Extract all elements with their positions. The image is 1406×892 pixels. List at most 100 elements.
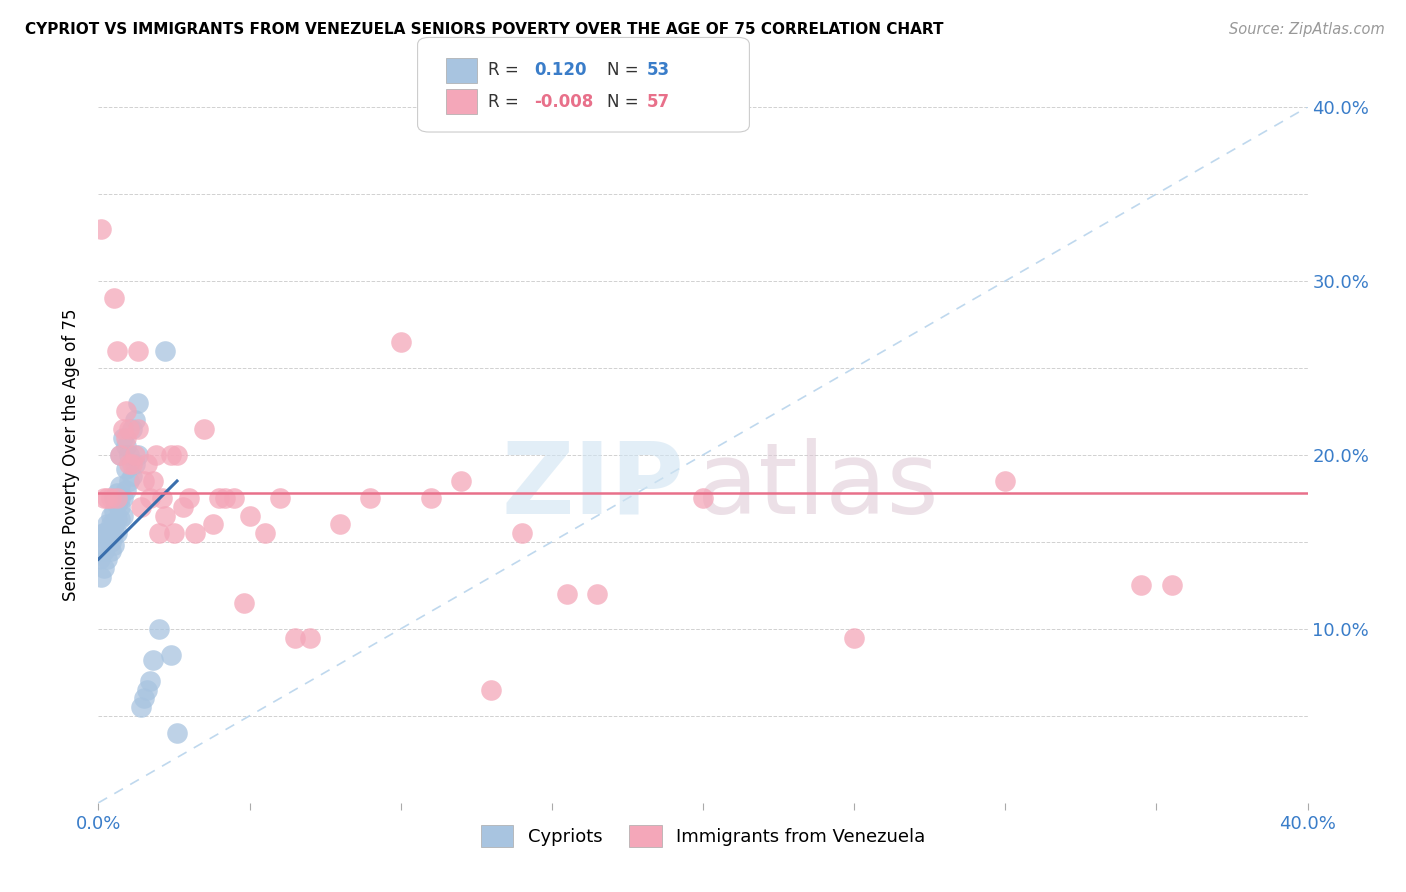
Text: 53: 53: [647, 62, 669, 79]
Point: [389, 334, 412, 349]
Point: [114, 483, 136, 497]
Point: [111, 491, 134, 506]
Point: [91, 526, 114, 541]
Point: [108, 491, 131, 506]
Point: [135, 682, 157, 697]
Point: [135, 457, 157, 471]
Point: [90, 543, 112, 558]
Point: [844, 631, 866, 645]
Point: [118, 457, 141, 471]
Point: [160, 648, 183, 662]
Point: [692, 491, 714, 506]
Point: [111, 508, 134, 523]
Point: [121, 422, 143, 436]
Point: [114, 404, 136, 418]
Point: [96, 534, 118, 549]
Point: [105, 512, 128, 526]
Point: [93, 491, 115, 506]
Point: [105, 491, 128, 506]
Point: [103, 503, 125, 517]
Point: [150, 491, 173, 506]
Point: [93, 561, 115, 575]
Point: [214, 491, 236, 506]
Point: [111, 430, 134, 444]
Point: [360, 491, 382, 506]
Point: [103, 526, 125, 541]
Point: [105, 343, 128, 358]
Point: [100, 526, 122, 541]
Point: [139, 491, 162, 506]
Point: [108, 448, 131, 462]
Point: [103, 491, 125, 506]
Point: [329, 517, 352, 532]
Point: [142, 653, 165, 667]
Point: [89, 552, 111, 566]
Point: [108, 500, 131, 514]
Point: [100, 508, 122, 523]
Point: [994, 474, 1017, 488]
Point: [148, 526, 170, 541]
Point: [224, 491, 246, 506]
Point: [127, 395, 149, 409]
Text: N =: N =: [607, 62, 644, 79]
Point: [127, 448, 149, 462]
Point: [90, 570, 112, 584]
Text: 57: 57: [647, 93, 669, 111]
Point: [121, 457, 143, 471]
Point: [124, 457, 146, 471]
Point: [184, 526, 207, 541]
Legend: Cypriots, Immigrants from Venezuela: Cypriots, Immigrants from Venezuela: [471, 816, 935, 856]
Text: R =: R =: [488, 93, 524, 111]
Point: [179, 491, 201, 506]
Text: N =: N =: [607, 93, 644, 111]
Point: [108, 479, 131, 493]
Point: [239, 508, 262, 523]
Point: [555, 587, 578, 601]
Point: [253, 526, 276, 541]
Point: [127, 422, 149, 436]
Point: [118, 448, 141, 462]
Point: [202, 517, 225, 532]
Point: [142, 474, 165, 488]
Point: [114, 462, 136, 476]
Point: [299, 631, 322, 645]
Point: [132, 691, 155, 706]
Point: [269, 491, 291, 506]
Point: [153, 343, 176, 358]
Point: [586, 587, 609, 601]
Point: [118, 422, 141, 436]
Text: R =: R =: [488, 62, 524, 79]
Point: [132, 474, 155, 488]
Text: atlas: atlas: [697, 438, 939, 534]
Point: [163, 526, 186, 541]
Point: [108, 512, 131, 526]
Point: [114, 439, 136, 453]
Point: [232, 596, 254, 610]
Point: [114, 430, 136, 444]
Point: [129, 700, 152, 714]
Point: [100, 543, 122, 558]
Point: [100, 517, 122, 532]
Point: [145, 448, 167, 462]
Point: [129, 500, 152, 514]
Point: [100, 491, 122, 506]
Point: [103, 517, 125, 532]
Point: [124, 448, 146, 462]
Point: [121, 468, 143, 483]
Point: [166, 448, 188, 462]
Point: [1160, 578, 1182, 592]
Point: [208, 491, 231, 506]
Point: [105, 486, 128, 500]
Point: [100, 534, 122, 549]
Point: [1130, 578, 1153, 592]
Point: [108, 448, 131, 462]
Point: [450, 474, 472, 488]
Point: [105, 526, 128, 541]
Text: ZIP: ZIP: [502, 438, 685, 534]
Point: [118, 474, 141, 488]
Point: [160, 448, 183, 462]
Point: [127, 343, 149, 358]
Point: [166, 726, 188, 740]
Point: [103, 538, 125, 552]
Point: [284, 631, 307, 645]
